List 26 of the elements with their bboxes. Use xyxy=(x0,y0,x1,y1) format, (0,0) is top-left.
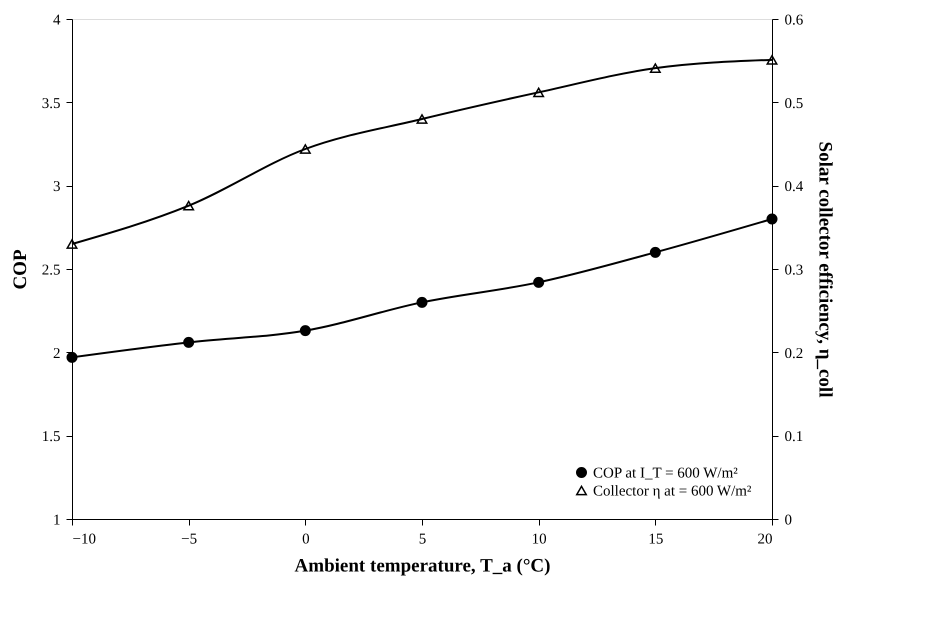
y2-axis-title: Solar collector efficiency, η_coll xyxy=(814,142,836,398)
y-tick-label: 1 xyxy=(53,512,60,528)
y2-tick-label: 0 xyxy=(784,512,792,528)
x-tick-label: −10 xyxy=(72,532,96,548)
legend-label: COP at I_T = 600 W/m² xyxy=(593,466,738,482)
y-tick-label: 4 xyxy=(53,12,61,28)
x-tick-label: 10 xyxy=(532,532,547,548)
y-tick-label: 2.5 xyxy=(42,262,60,278)
y2-tick-label: 0.3 xyxy=(784,262,804,278)
y2-tick-label: 0.1 xyxy=(784,429,804,446)
y-axis-title: COP xyxy=(10,249,31,290)
x-tick-label: 5 xyxy=(418,532,426,548)
legend-label: Collector η at = 600 W/m² xyxy=(593,484,752,500)
y-tick-label: 3.5 xyxy=(42,96,60,112)
x-axis-title: Ambient temperature, T_a (°C) xyxy=(294,556,550,576)
x-tick-label: 20 xyxy=(758,532,772,548)
x-tick-label: −5 xyxy=(181,532,198,548)
y2-tick-label: 0.6 xyxy=(784,12,804,28)
y-tick-label: 3 xyxy=(53,179,60,196)
y2-tick-label: 0.4 xyxy=(784,179,804,196)
y2-tick-label: 0.2 xyxy=(784,346,804,362)
y-tick-label: 2 xyxy=(53,346,60,362)
x-tick-label: 0 xyxy=(302,532,310,548)
x-tick-label: 15 xyxy=(648,532,664,548)
y-tick-label: 1.5 xyxy=(42,429,60,446)
y2-tick-label: 0.5 xyxy=(784,96,804,112)
